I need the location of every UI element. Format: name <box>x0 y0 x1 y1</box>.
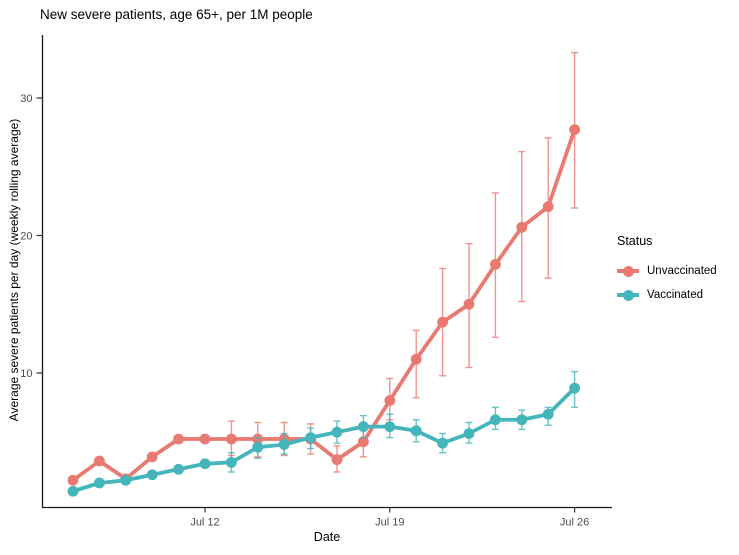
data-point <box>67 474 79 486</box>
data-point <box>490 258 501 270</box>
data-point <box>67 485 79 497</box>
data-point <box>94 455 105 467</box>
legend-key-point-line-icon <box>617 285 639 305</box>
x-axis-title: Date <box>313 530 341 544</box>
chart-title: New severe patients, age 65+, per 1M peo… <box>40 7 313 22</box>
data-point <box>410 353 422 365</box>
data-point <box>569 382 580 394</box>
data-point <box>199 433 211 445</box>
data-point <box>358 436 369 448</box>
data-point <box>120 474 132 486</box>
data-point <box>173 463 185 475</box>
data-point <box>278 439 290 450</box>
series-unvaccinated-line <box>71 129 577 482</box>
series-unvaccinated-errorbars <box>227 51 579 473</box>
y-tick-label: 10 <box>20 368 32 380</box>
y-tick-label: 30 <box>20 93 32 105</box>
legend-title: Status <box>617 234 653 248</box>
data-point <box>331 426 343 438</box>
data-point <box>146 469 158 481</box>
data-point <box>516 414 528 426</box>
data-point <box>94 477 105 489</box>
legend-item-unvaccinated: Unvaccinated <box>617 261 717 281</box>
data-point <box>358 421 369 433</box>
data-point <box>305 432 316 444</box>
data-point <box>410 425 422 437</box>
legend-key-point-line-icon <box>617 261 639 281</box>
legend: Status Unvaccinated Vaccinated <box>617 234 717 309</box>
y-axis-title: Average severe patients per day (weekly … <box>7 118 21 422</box>
legend-label-unvaccinated: Unvaccinated <box>647 265 717 277</box>
data-point <box>437 316 448 328</box>
data-point <box>331 454 343 466</box>
data-point <box>146 451 158 463</box>
y-tick-label: 20 <box>20 230 32 242</box>
legend-label-vaccinated: Vaccinated <box>647 289 704 301</box>
data-point <box>463 428 475 439</box>
data-point <box>490 414 501 426</box>
data-point <box>226 433 237 445</box>
series-vaccinated-points <box>67 382 580 497</box>
legend-item-vaccinated: Vaccinated <box>617 285 717 305</box>
data-point <box>569 124 580 136</box>
data-point <box>437 437 448 449</box>
data-point <box>252 441 264 453</box>
data-point <box>173 433 185 445</box>
x-tick-label: Jul 19 <box>375 517 404 529</box>
x-tick-label: Jul 26 <box>560 517 589 529</box>
data-point <box>226 456 237 468</box>
data-point <box>384 395 396 406</box>
series-unvaccinated-points <box>67 124 580 486</box>
data-point <box>384 421 396 433</box>
data-point <box>199 458 211 470</box>
data-point <box>463 298 475 310</box>
data-point <box>542 201 554 213</box>
x-tick-label: Jul 12 <box>190 517 219 529</box>
data-point <box>542 408 554 420</box>
data-point <box>516 221 528 233</box>
